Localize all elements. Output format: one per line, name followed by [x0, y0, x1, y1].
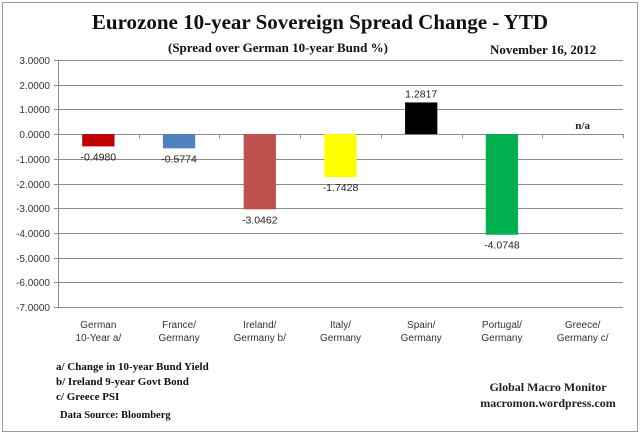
y-tick-label: -1.0000 — [16, 155, 50, 166]
gridlines — [54, 60, 623, 308]
category-label: Ireland/ — [243, 320, 277, 331]
y-tick-label: 1.0000 — [19, 105, 50, 116]
data-label: -4.0748 — [484, 240, 520, 252]
category-label: Germany — [320, 333, 361, 344]
y-axis: 3.0000 2.0000 1.0000 0.0000 -1.0000 -2.0000 -3… — [16, 56, 59, 314]
data-source: Data Source: Bloomberg — [60, 410, 171, 421]
category-label: Italy/ — [330, 320, 351, 331]
data-label-na: n/a — [575, 120, 590, 132]
data-label: -1.7428 — [323, 182, 359, 194]
footnote-b: b/ Ireland 9-year Govt Bond — [56, 376, 189, 388]
category-label: 10-Year a/ — [75, 333, 121, 344]
footnote-c: c/ Greece PSI — [56, 391, 120, 403]
y-tick-label: -5.0000 — [16, 254, 50, 265]
bar — [405, 102, 438, 135]
bar — [485, 134, 519, 235]
category-label: Greece/ — [565, 320, 601, 331]
y-tick-label: 2.0000 — [19, 81, 50, 92]
category-label: German — [80, 320, 116, 331]
category-label: Portugal/ — [482, 320, 522, 331]
category-label: Germany — [159, 333, 200, 344]
data-label: -3.0462 — [242, 214, 278, 226]
y-tick-label: -4.0000 — [16, 229, 50, 240]
y-tick-label: -3.0000 — [16, 204, 50, 215]
category-label: Germany c/ — [557, 333, 609, 344]
data-label: -0.4980 — [81, 151, 117, 163]
y-tick-label: -6.0000 — [16, 278, 50, 289]
chart-subtitle: (Spread over German 10-year Bund %) — [168, 40, 388, 55]
category-label: France/ — [162, 320, 196, 331]
category-label: Germany — [481, 333, 522, 344]
y-tick-label: -7.0000 — [16, 303, 50, 314]
chart-date: November 16, 2012 — [490, 42, 597, 57]
footnote-a: a/ Change in 10-year Bund Yield — [56, 361, 209, 373]
data-label: -0.5774 — [161, 153, 197, 165]
category-label: Germany — [401, 333, 442, 344]
y-tick-label: -2.0000 — [16, 180, 50, 191]
category-label: Germany b/ — [234, 333, 286, 344]
chart-title: Eurozone 10-year Sovereign Spread Change… — [91, 10, 549, 34]
bar — [162, 134, 196, 149]
bar — [324, 134, 357, 178]
brand-site: macromon.wordpress.com — [480, 396, 616, 410]
y-tick-label: 0.0000 — [19, 130, 50, 141]
bar — [243, 134, 276, 210]
category-label: Spain/ — [407, 320, 436, 331]
bars — [82, 102, 519, 235]
x-axis: German 10-Year a/France/Germany Ireland/Ge… — [75, 134, 624, 344]
y-tick-label: 3.0000 — [19, 56, 50, 67]
brand-name: Global Macro Monitor — [489, 380, 607, 394]
data-label: 1.2817 — [405, 88, 437, 100]
bar — [82, 134, 115, 147]
data-labels: -0.4980 -0.5774 -3.0462 -1.7428 1.2817 -4.074… — [81, 88, 591, 251]
